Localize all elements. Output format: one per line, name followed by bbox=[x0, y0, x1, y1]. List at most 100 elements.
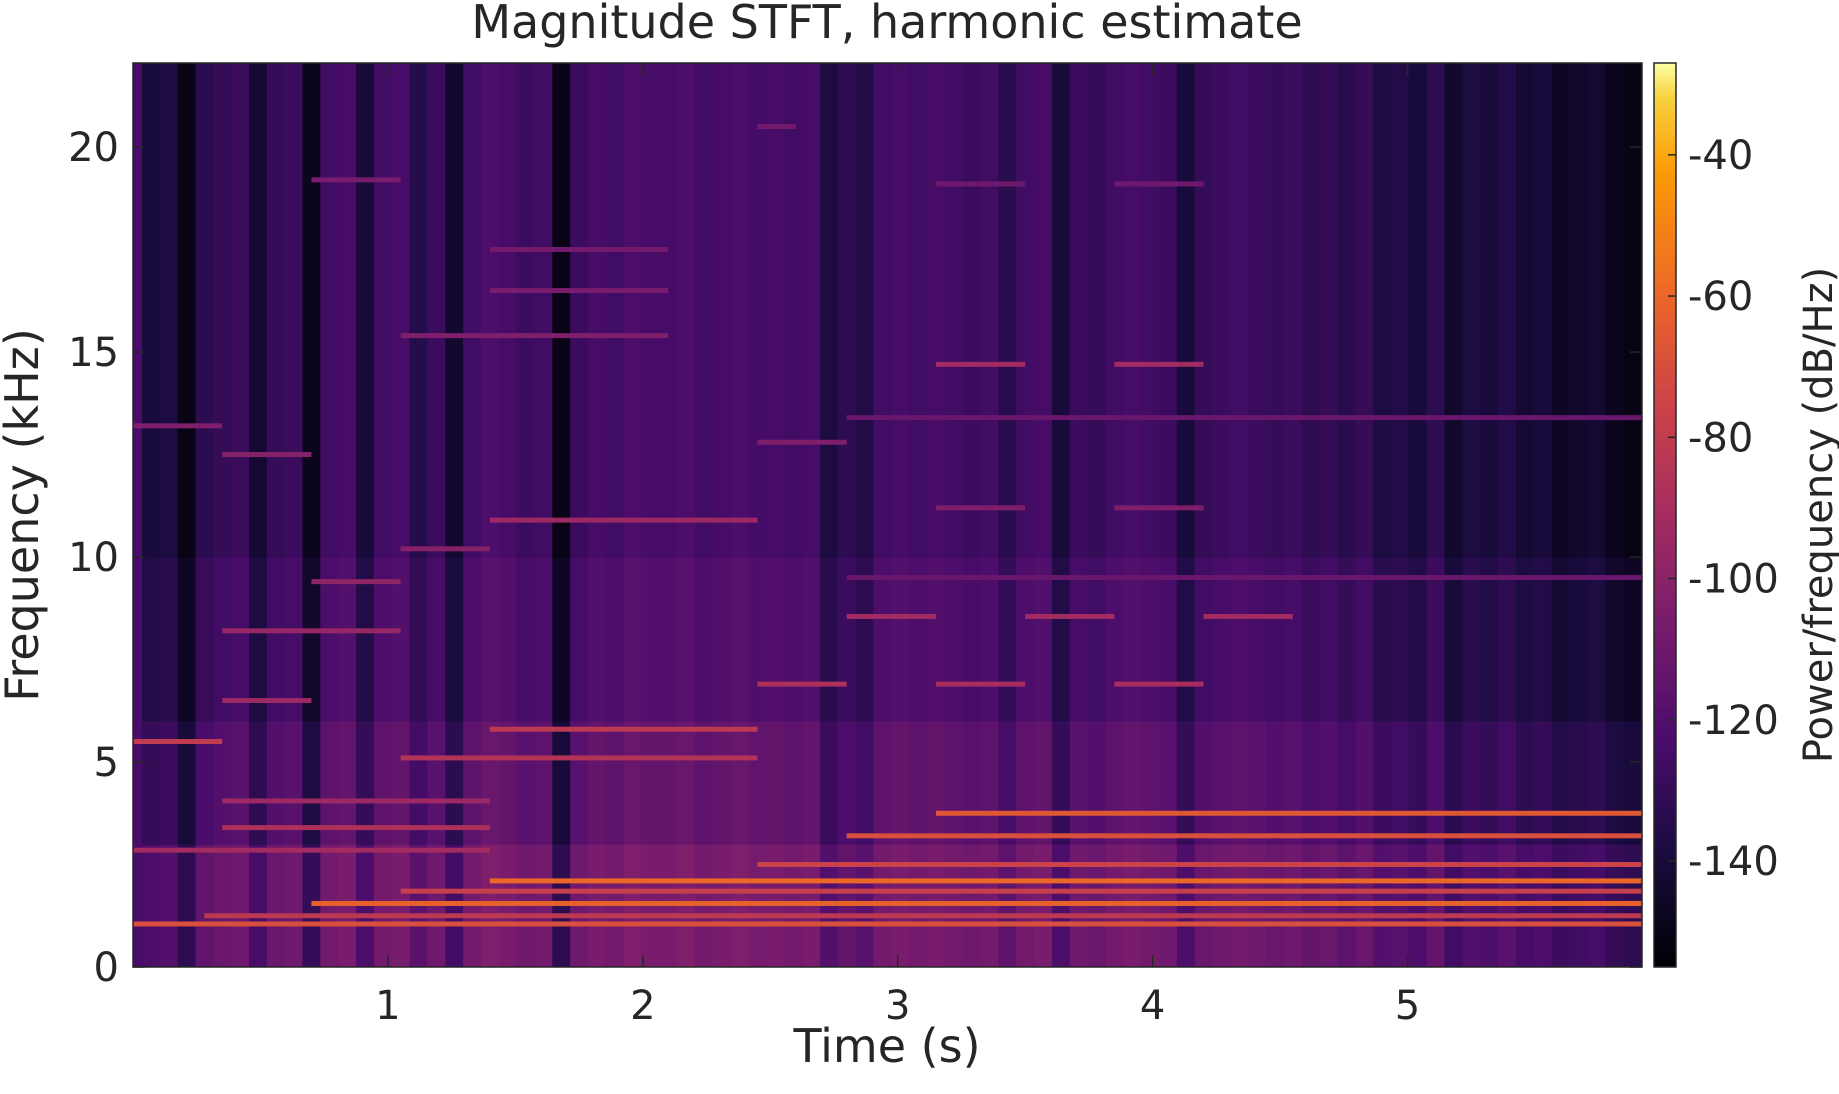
harmonic-track bbox=[222, 698, 312, 704]
frame-column bbox=[480, 557, 500, 722]
harmonic-track bbox=[757, 862, 1642, 868]
frame-column bbox=[641, 721, 660, 845]
frame-column bbox=[1248, 557, 1267, 722]
frame-column bbox=[213, 557, 232, 722]
frame-column bbox=[391, 557, 411, 722]
colorbar bbox=[1654, 63, 1676, 967]
frame-column bbox=[1408, 721, 1428, 845]
colorbar-ticks: -40 -60 -80 -100 -120 -140 bbox=[1668, 133, 1779, 885]
harmonic-track bbox=[846, 575, 1642, 581]
frame-column bbox=[1283, 557, 1303, 722]
frame-column bbox=[320, 557, 339, 722]
frame-column bbox=[159, 844, 179, 967]
frame-column bbox=[1605, 721, 1624, 845]
y-axis-label: Frequency (kHz) bbox=[0, 328, 49, 702]
frame-column bbox=[1105, 721, 1124, 845]
frame-column bbox=[1426, 63, 1446, 558]
frame-column bbox=[1301, 557, 1321, 722]
frame-column bbox=[1034, 557, 1053, 722]
frame-column bbox=[1141, 63, 1160, 558]
frame-column bbox=[552, 63, 571, 558]
frame-column bbox=[266, 844, 286, 967]
frame-column bbox=[1569, 721, 1588, 845]
frame-column bbox=[855, 721, 875, 845]
frame-column bbox=[266, 721, 286, 845]
frame-column bbox=[284, 63, 304, 558]
frame-column bbox=[177, 557, 197, 722]
harmonic-track bbox=[1114, 361, 1204, 367]
frame-column bbox=[1266, 557, 1285, 722]
frame-column bbox=[1426, 721, 1446, 845]
frame-column bbox=[802, 63, 821, 558]
frame-column bbox=[1337, 721, 1356, 845]
frame-column bbox=[195, 557, 214, 722]
frame-column bbox=[195, 721, 214, 845]
frame-column bbox=[605, 557, 625, 722]
frame-column bbox=[1622, 557, 1642, 722]
harmonic-track bbox=[757, 681, 847, 687]
frame-column bbox=[1533, 721, 1553, 845]
frame-column bbox=[1622, 721, 1642, 845]
frame-columns bbox=[141, 63, 1642, 967]
frame-column bbox=[1266, 721, 1285, 845]
frame-column bbox=[873, 557, 892, 722]
frame-column bbox=[1622, 63, 1642, 558]
frame-column bbox=[819, 63, 839, 558]
frame-column bbox=[1462, 721, 1481, 845]
frame-column bbox=[302, 557, 321, 722]
harmonic-track bbox=[489, 517, 758, 523]
frame-column bbox=[1480, 63, 1499, 558]
harmonic-track bbox=[222, 628, 401, 634]
frame-column bbox=[766, 557, 785, 722]
frame-column bbox=[338, 721, 357, 845]
frame-column bbox=[587, 721, 607, 845]
frame-column bbox=[445, 63, 464, 558]
frame-column bbox=[1462, 63, 1481, 558]
frame-column bbox=[141, 721, 161, 845]
frame-column bbox=[1373, 721, 1392, 845]
frame-column bbox=[248, 557, 268, 722]
colorbar-tick-label: -80 bbox=[1688, 415, 1753, 461]
frame-column bbox=[266, 63, 286, 558]
frame-column bbox=[1230, 63, 1249, 558]
frame-column bbox=[1319, 63, 1338, 558]
frame-column bbox=[373, 63, 393, 558]
frame-column bbox=[1016, 557, 1035, 722]
frame-column bbox=[356, 63, 375, 558]
plot-frame bbox=[132, 62, 1643, 968]
frame-column bbox=[1123, 63, 1142, 558]
frame-column bbox=[231, 63, 250, 558]
frame-column bbox=[1069, 63, 1089, 558]
frame-column bbox=[873, 63, 892, 558]
frame-column bbox=[998, 63, 1017, 558]
harmonic-track bbox=[1114, 505, 1204, 511]
frame-column bbox=[1051, 63, 1071, 558]
frame-column bbox=[1337, 557, 1356, 722]
frame-column bbox=[1141, 557, 1160, 722]
frame-column bbox=[195, 63, 214, 558]
frame-column bbox=[1444, 63, 1463, 558]
frame-column bbox=[641, 557, 660, 722]
frame-column bbox=[1408, 63, 1428, 558]
frame-column bbox=[1497, 721, 1517, 845]
frame-column bbox=[427, 721, 446, 845]
y-tick-label: 10 bbox=[68, 535, 119, 581]
harmonic-track bbox=[935, 681, 1026, 687]
harmonic-track bbox=[1114, 181, 1204, 187]
frame-column bbox=[391, 63, 411, 558]
frame-column bbox=[677, 557, 696, 722]
frame-column bbox=[1248, 63, 1267, 558]
harmonic-track bbox=[1025, 613, 1115, 619]
frame-column bbox=[1605, 63, 1624, 558]
colorbar-tick-label: -100 bbox=[1688, 557, 1779, 603]
frame-column bbox=[445, 557, 464, 722]
frame-column bbox=[534, 63, 553, 558]
frame-column bbox=[516, 557, 536, 722]
frame-column bbox=[1212, 63, 1231, 558]
frame-column bbox=[1390, 63, 1410, 558]
frame-column bbox=[659, 63, 678, 558]
x-tick-label: 2 bbox=[630, 983, 655, 1029]
harmonic-track bbox=[222, 452, 312, 458]
frame-column bbox=[373, 721, 393, 845]
frame-column bbox=[427, 63, 446, 558]
